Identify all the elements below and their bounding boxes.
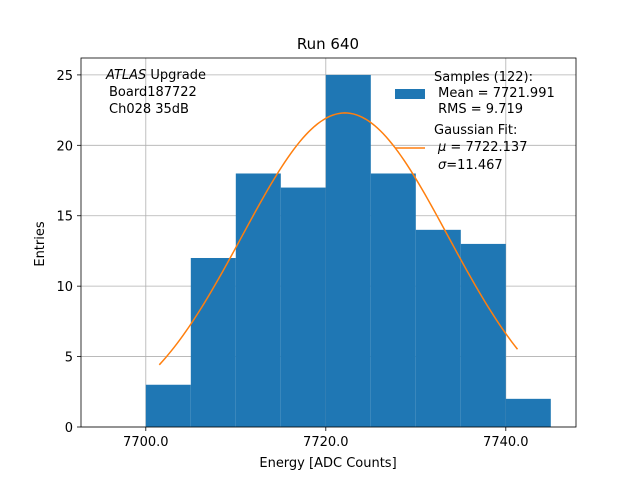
legend: Samples (122): Mean = 7721.991 RMS = 9.7… — [395, 70, 555, 173]
annotation-board: Board187722 — [109, 85, 197, 100]
histogram-bar — [370, 173, 416, 427]
annotation-channel: Ch028 35dB — [109, 102, 189, 117]
histogram-bar — [505, 398, 551, 427]
annotation-atlas: ATLAS — [105, 68, 146, 83]
x-tick-label: 7700.0 — [123, 435, 169, 450]
atlas-annotation: ATLAS Upgrade Board187722 Ch028 35dB — [105, 68, 206, 117]
histogram-bar — [415, 229, 461, 427]
y-tick-label: 0 — [65, 421, 73, 436]
legend-fit-mu: μ = 7722.137 — [437, 140, 527, 155]
histogram-bar — [235, 173, 281, 427]
plot-area: 7700.0 7720.0 7740.0 0 5 10 15 20 25 — [56, 57, 577, 450]
legend-mu-symbol: μ — [437, 140, 446, 155]
annotation-line-1: ATLAS Upgrade — [105, 68, 206, 83]
annotation-upgrade: Upgrade — [146, 68, 206, 83]
legend-fit-label: Gaussian Fit: — [434, 123, 517, 138]
histogram-bar — [325, 74, 371, 428]
legend-fit-sigma: σ=11.467 — [438, 158, 503, 173]
x-axis-label: Energy [ADC Counts] — [259, 456, 396, 471]
histogram-bar — [190, 257, 236, 427]
y-tick-label: 10 — [56, 280, 73, 295]
legend-mean: Mean = 7721.991 — [434, 86, 555, 101]
legend-sigma-value: =11.467 — [446, 158, 502, 173]
legend-sigma-symbol: σ — [438, 158, 447, 173]
gaussian-fit-curve — [158, 112, 519, 366]
histogram-bar — [145, 384, 191, 427]
legend-samples-swatch — [395, 89, 425, 99]
y-tick-label: 15 — [56, 210, 73, 225]
legend-mu-value: = 7722.137 — [446, 140, 527, 155]
x-tick-label: 7720.0 — [303, 435, 349, 450]
legend-samples-label: Samples (122): — [434, 70, 533, 85]
y-axis-label: Entries — [33, 221, 48, 267]
histogram-bar — [280, 187, 326, 427]
y-tick-label: 5 — [65, 351, 73, 366]
y-tick-label: 20 — [56, 139, 73, 154]
x-tick-label: 7740.0 — [483, 435, 529, 450]
plot-frame — [80, 57, 577, 428]
legend-rms: RMS = 9.719 — [434, 102, 523, 117]
y-tick-label: 25 — [56, 69, 73, 84]
chart-title: Run 640 — [297, 35, 359, 53]
